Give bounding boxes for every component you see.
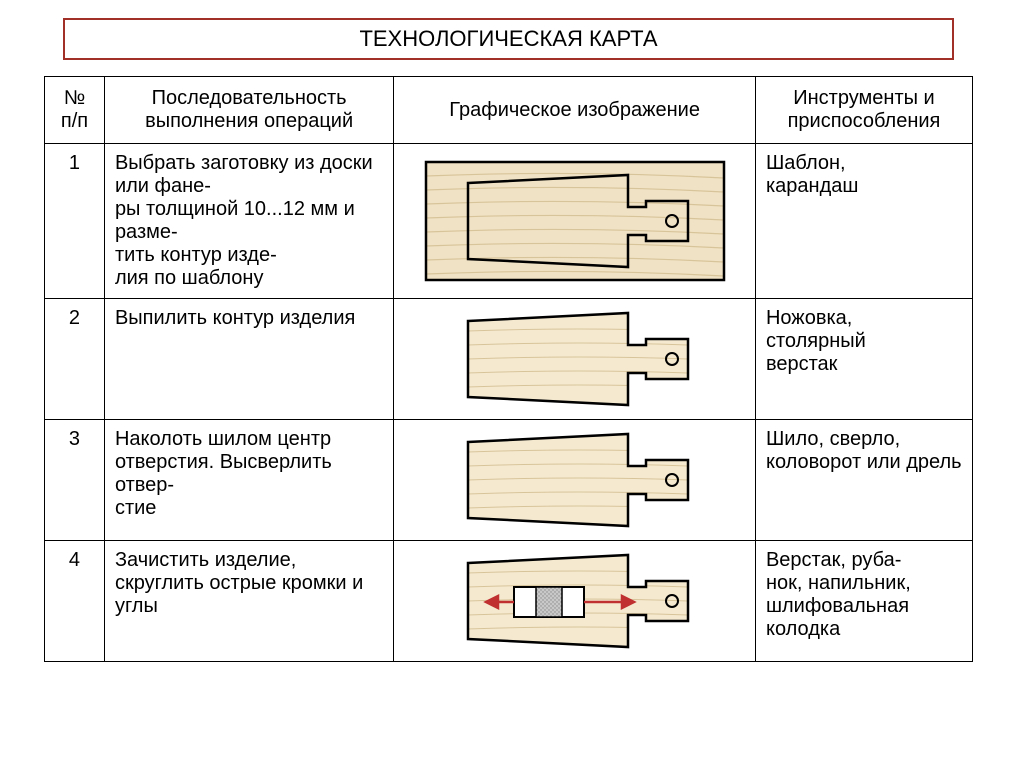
header-sequence: Последовательность выполнения операций [104, 77, 393, 144]
board-icon [450, 309, 700, 409]
table-header-row: № п/п Последовательность выполнения опер… [45, 77, 973, 144]
tech-card-table: № п/п Последовательность выполнения опер… [44, 76, 973, 662]
table-row: 2 Выпилить контур изделия [45, 299, 973, 420]
cell-tools: Шаблон, карандаш [755, 144, 972, 299]
board-sanding-icon [450, 551, 700, 651]
table-row: 3 Наколоть шилом центр отверстия. Высвер… [45, 420, 973, 541]
cell-sequence: Наколоть шилом центр отверстия. Высверли… [104, 420, 393, 541]
cell-graphic [394, 299, 756, 420]
table-row: 1 Выбрать заготовку из доски или фане- р… [45, 144, 973, 299]
cell-sequence: Выбрать заготовку из доски или фане- ры … [104, 144, 393, 299]
board-icon [450, 430, 700, 530]
header-num: № п/п [45, 77, 105, 144]
blank-with-board-icon [420, 156, 730, 286]
cell-num: 1 [45, 144, 105, 299]
cell-graphic [394, 144, 756, 299]
cell-num: 4 [45, 541, 105, 662]
header-tools: Инструменты и приспособления [755, 77, 972, 144]
cell-tools: Верстак, руба- нок, напильник, шлифоваль… [755, 541, 972, 662]
cell-graphic [394, 420, 756, 541]
cell-num: 2 [45, 299, 105, 420]
cell-tools: Шило, сверло, коловорот или дрель [755, 420, 972, 541]
cell-sequence: Выпилить контур изделия [104, 299, 393, 420]
header-graphic: Графическое изображение [394, 77, 756, 144]
cell-sequence: Зачистить изделие, скруглить острые кром… [104, 541, 393, 662]
cell-tools: Ножовка, столярный верстак [755, 299, 972, 420]
table-row: 4 Зачистить изделие, скруглить острые кр… [45, 541, 973, 662]
cell-num: 3 [45, 420, 105, 541]
cell-graphic [394, 541, 756, 662]
title-banner: ТЕХНОЛОГИЧЕСКАЯ КАРТА [63, 18, 955, 60]
